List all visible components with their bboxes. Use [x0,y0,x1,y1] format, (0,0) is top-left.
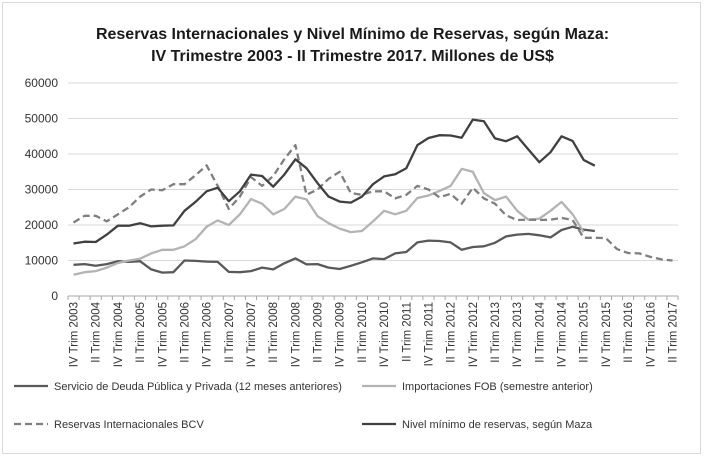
x-tick-label: II Trim 2006 [179,302,191,363]
series-lines [72,118,673,276]
x-tick-label: IV Trim 2010 [379,302,391,367]
x-tick-label: II Trim 2011 [401,302,413,362]
x-tick-label: IV Trim 2013 [512,302,524,367]
x-tick-label: II Trim 2009 [313,302,325,363]
x-tick-label: II Trim 2014 [534,301,546,362]
legend: Servicio de Deuda Pública y Privada (12 … [14,381,593,431]
y-axis-ticks: 0 10000 20000 30000 40000 50000 60000 [25,76,59,303]
x-tick-label: IV Trim 2005 [157,302,169,367]
x-tick-label: II Trim 2010 [357,302,369,363]
legend-label: Servicio de Deuda Pública y Privada (12 … [54,381,342,393]
x-tick-label: II Trim 2015 [579,302,591,363]
y-tick-label: 20000 [25,218,59,232]
legend-label: Nivel mínimo de reservas, según Maza [402,419,593,431]
x-tick-label: IV Trim 2012 [468,302,480,367]
y-tick-label: 0 [51,289,58,303]
x-tick-label: IV Trim 2011 [423,302,435,366]
x-tick-label: II Trim 2016 [623,302,635,363]
legend-label: Importaciones FOB (semestre anterior) [402,381,593,393]
x-tick-label: II Trim 2007 [224,302,236,363]
x-tick-label: IV Trim 2014 [557,301,569,367]
x-tick-label: IV Trim 2009 [335,302,347,367]
x-tick-label: II Trim 2012 [446,302,458,363]
legend-label: Reservas Internacionales BCV [54,419,204,431]
x-tick-label: IV Trim 2016 [645,302,657,367]
series-line-4 [73,118,596,245]
x-tick-label: IV Trim 2003 [69,302,81,367]
x-tick-label: II Trim 2008 [268,302,280,363]
y-tick-label: 60000 [25,76,59,90]
series-line-2 [73,167,585,276]
x-tick-label: II Trim 2005 [135,302,147,363]
series-line-1 [73,225,595,274]
x-tick-label: IV Trim 2006 [202,302,214,367]
x-tick-label: IV Trim 2007 [246,302,258,367]
chart-frame [2,2,701,454]
chart-title: Reservas Internacionales y Nivel Mínimo … [0,24,705,68]
series-line-3 [72,143,673,262]
x-tick-label: IV Trim 2015 [601,302,613,367]
x-tick-label: II Trim 2004 [91,301,103,362]
y-tick-label: 50000 [25,112,59,126]
y-tick-label: 40000 [25,147,59,161]
x-tick-label: IV Trim 2008 [290,302,302,367]
chart-title-line1: Reservas Internacionales y Nivel Mínimo … [95,26,610,43]
x-axis: IV Trim 2003 II Trim 2004 IV Trim 2004 II T… [67,295,679,367]
x-tick-label: II Trim 2013 [490,302,502,363]
x-tick-label: II Trim 2017 [667,302,679,363]
x-tick-label: IV Trim 2004 [113,301,125,367]
chart-subtitle: IV Trimestre 2003 - II Trimestre 2017. M… [151,48,554,65]
y-tick-label: 10000 [25,254,59,268]
y-tick-label: 30000 [25,183,59,197]
